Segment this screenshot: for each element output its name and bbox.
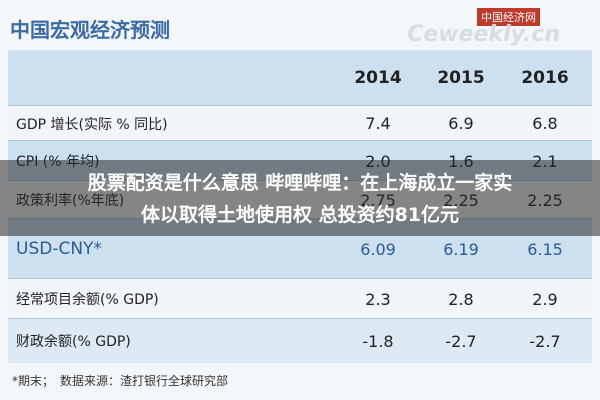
column-header: 2015 — [437, 67, 485, 88]
table-row: 经常项目余额(% GDP) 2.3 2.8 2.9 — [8, 278, 592, 319]
row-label: 经常项目余额(% GDP) — [16, 292, 159, 308]
table-row: GDP 增长(实际 % 同比) 7.4 6.9 6.8 — [8, 105, 592, 141]
cell-value: -2.7 — [529, 331, 561, 351]
cell-value: 6.15 — [527, 239, 563, 259]
cell-value: 6.8 — [532, 114, 558, 133]
column-header: 2014 — [354, 67, 402, 88]
cell-value: -2.7 — [445, 331, 477, 351]
cell-value: 6.09 — [360, 239, 396, 259]
row-label: 财政余额(% GDP) — [16, 334, 131, 350]
cell-value: 2.3 — [365, 289, 391, 309]
row-label: USD-CNY* — [16, 239, 102, 259]
title: 中国宏观经济预测 — [10, 18, 170, 42]
cell-value: 2.8 — [448, 289, 474, 309]
table-row: 财政余额(% GDP) -1.8 -2.7 -2.7 — [8, 318, 592, 363]
cell-value: -1.8 — [362, 331, 394, 351]
overlay-text: 股票配资是什么意思 哔哩哔哩：在上海成立一家实 — [87, 172, 513, 194]
cell-value: 7.4 — [365, 114, 391, 133]
header-row: 2014 2015 2016 — [8, 50, 592, 105]
cell-value: 6.19 — [443, 239, 479, 259]
cell-value: 2.9 — [532, 289, 558, 309]
cell-value: 6.9 — [448, 114, 474, 133]
overlay-text: 体以取得土地使用权 总投资约81亿元 — [140, 204, 460, 226]
overlay-banner: 股票配资是什么意思 哔哩哔哩：在上海成立一家实 体以取得土地使用权 总投资约81亿… — [0, 160, 600, 236]
column-header: 2016 — [521, 67, 569, 88]
logo-url: Ceweekly.cn — [407, 22, 560, 47]
footnote: *期末； 数据来源：渣打银行全球研究部 — [12, 374, 229, 388]
logo: 中国经济网 — [477, 8, 540, 26]
row-label: GDP 增长(实际 % 同比) — [16, 116, 168, 133]
